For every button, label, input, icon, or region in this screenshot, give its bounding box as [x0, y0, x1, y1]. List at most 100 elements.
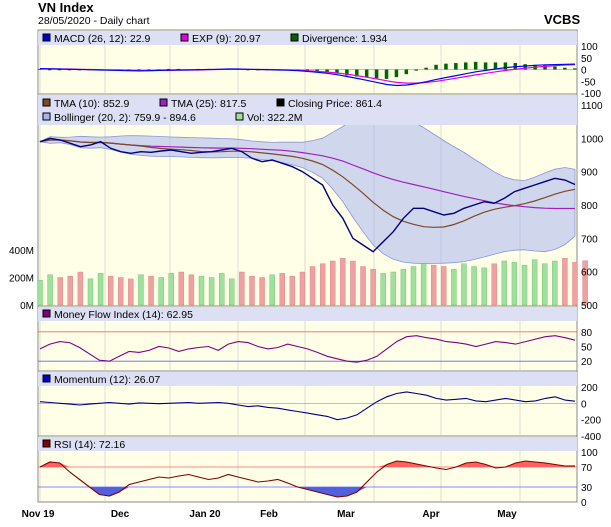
tma25-legend: TMA (25): 817.5: [171, 98, 246, 110]
volume-bar: [249, 275, 255, 306]
divergence-bar: [523, 64, 527, 70]
rsi-legend: RSI (14): 72.16: [54, 439, 125, 451]
exp-legend-swatch: [180, 33, 189, 42]
divergence-bar: [384, 69, 389, 79]
macd-plot: [38, 61, 577, 87]
divergence-bar: [553, 66, 557, 70]
momentum-plot: [38, 391, 577, 421]
divergence-bar: [573, 68, 577, 70]
volume-bar: [107, 275, 114, 306]
volume-bar: [138, 274, 144, 306]
rsi-overbought-area: [40, 461, 575, 467]
mfi-tick-label: 20: [581, 357, 593, 368]
macd-tick-label: 0: [581, 66, 587, 77]
bollinger-legend-swatch: [42, 112, 51, 121]
volume-bar: [360, 266, 366, 306]
volume-bar: [420, 263, 427, 306]
divergence-legend-swatch: [290, 33, 299, 42]
price-tick-label: 500: [581, 301, 598, 312]
divergence-bar: [404, 69, 409, 75]
rsi-legend-bar: [38, 437, 577, 451]
momentum-line: [39, 391, 576, 421]
volume-bar: [430, 264, 437, 306]
tma10-line: [39, 139, 576, 228]
divergence-bar: [444, 63, 448, 70]
momentum-tick-label: 0: [581, 399, 587, 410]
divergence-bar: [345, 69, 349, 76]
divergence-bar: [355, 69, 359, 77]
closing-price-line: [39, 137, 576, 253]
momentum-tick-label: 200: [581, 383, 598, 394]
macd-legend: MACD (26, 12): 22.9: [54, 33, 150, 45]
divergence-bar: [137, 69, 141, 71]
divergence-bar: [67, 69, 72, 71]
volume-bar: [582, 260, 588, 306]
axis-ticks: 100500-50-10011001000900800700600500400M…: [9, 42, 604, 520]
tma25-legend-swatch: [159, 98, 168, 107]
divergence-bar: [315, 69, 319, 72]
rsi-legend-swatch: [42, 439, 51, 448]
volume-bar: [340, 258, 346, 306]
volume-bar: [451, 269, 457, 306]
volume-bar: [350, 260, 356, 306]
divergence-legend: Divergence: 1.934: [302, 33, 387, 45]
volume-bar: [208, 277, 215, 306]
mfi-plot: [38, 331, 577, 363]
volume-bar: [67, 275, 73, 306]
chart-subtitle: 28/05/2020 - Daily chart: [38, 15, 150, 27]
divergence-bar: [563, 67, 567, 70]
divergence-bar: [374, 69, 379, 79]
mfi-tick-label: 80: [581, 328, 593, 339]
rsi-plot: [38, 460, 577, 498]
volume-bar: [380, 273, 386, 306]
momentum-tick-label: -400: [581, 432, 601, 443]
volume-bar: [259, 277, 265, 306]
volume-bar: [370, 269, 376, 306]
macd-line: [39, 63, 576, 87]
volume-bar: [542, 263, 548, 306]
price-tick-label: 1000: [581, 134, 604, 145]
vol-legend-swatch: [235, 112, 244, 121]
close-legend: Closing Price: 861.4: [288, 98, 382, 110]
volume-bar: [77, 271, 84, 306]
volume-bar: [572, 262, 578, 306]
momentum-legend-swatch: [42, 374, 51, 383]
mfi-legend: Money Flow Index (14): 62.95: [54, 309, 193, 321]
volume-bar: [511, 262, 518, 306]
volume-bar: [481, 267, 487, 306]
divergence-bar: [464, 62, 468, 70]
volume-bar: [552, 260, 558, 306]
divergence-bar: [473, 61, 478, 70]
volume-bar: [47, 274, 53, 306]
price-tick-label: 600: [581, 268, 598, 279]
x-axis-label: Feb: [260, 509, 278, 520]
rsi-tick-label: 100: [581, 448, 598, 459]
price-tick-label: 900: [581, 168, 598, 179]
volume-bar: [501, 260, 508, 306]
divergence-bar: [493, 62, 498, 70]
volume-bars: [37, 258, 588, 306]
rsi-tick-label: 70: [581, 463, 593, 474]
tma10-legend: TMA (10): 852.9: [54, 98, 129, 110]
x-axis-label: May: [497, 509, 517, 520]
volume-bar: [400, 269, 407, 306]
volume-tick-label: 400M: [9, 246, 34, 257]
volume-bar: [330, 260, 336, 306]
volume-bar: [229, 278, 235, 306]
price-tick-label: 1100: [581, 101, 603, 112]
volume-bar: [441, 266, 447, 306]
volume-bar: [188, 274, 195, 306]
x-axis-label: Apr: [422, 509, 439, 520]
divergence-bar: [394, 69, 399, 78]
divergence-bar: [47, 69, 52, 71]
volume-bar: [289, 275, 296, 306]
volume-bar: [410, 266, 417, 306]
divergence-bar: [414, 69, 418, 71]
macd-tick-label: -50: [581, 77, 596, 88]
volume-bar: [390, 271, 397, 306]
price-tick-label: 700: [581, 234, 598, 245]
momentum-legend-bar: [38, 372, 577, 386]
chart-title: VN Index: [38, 0, 94, 15]
